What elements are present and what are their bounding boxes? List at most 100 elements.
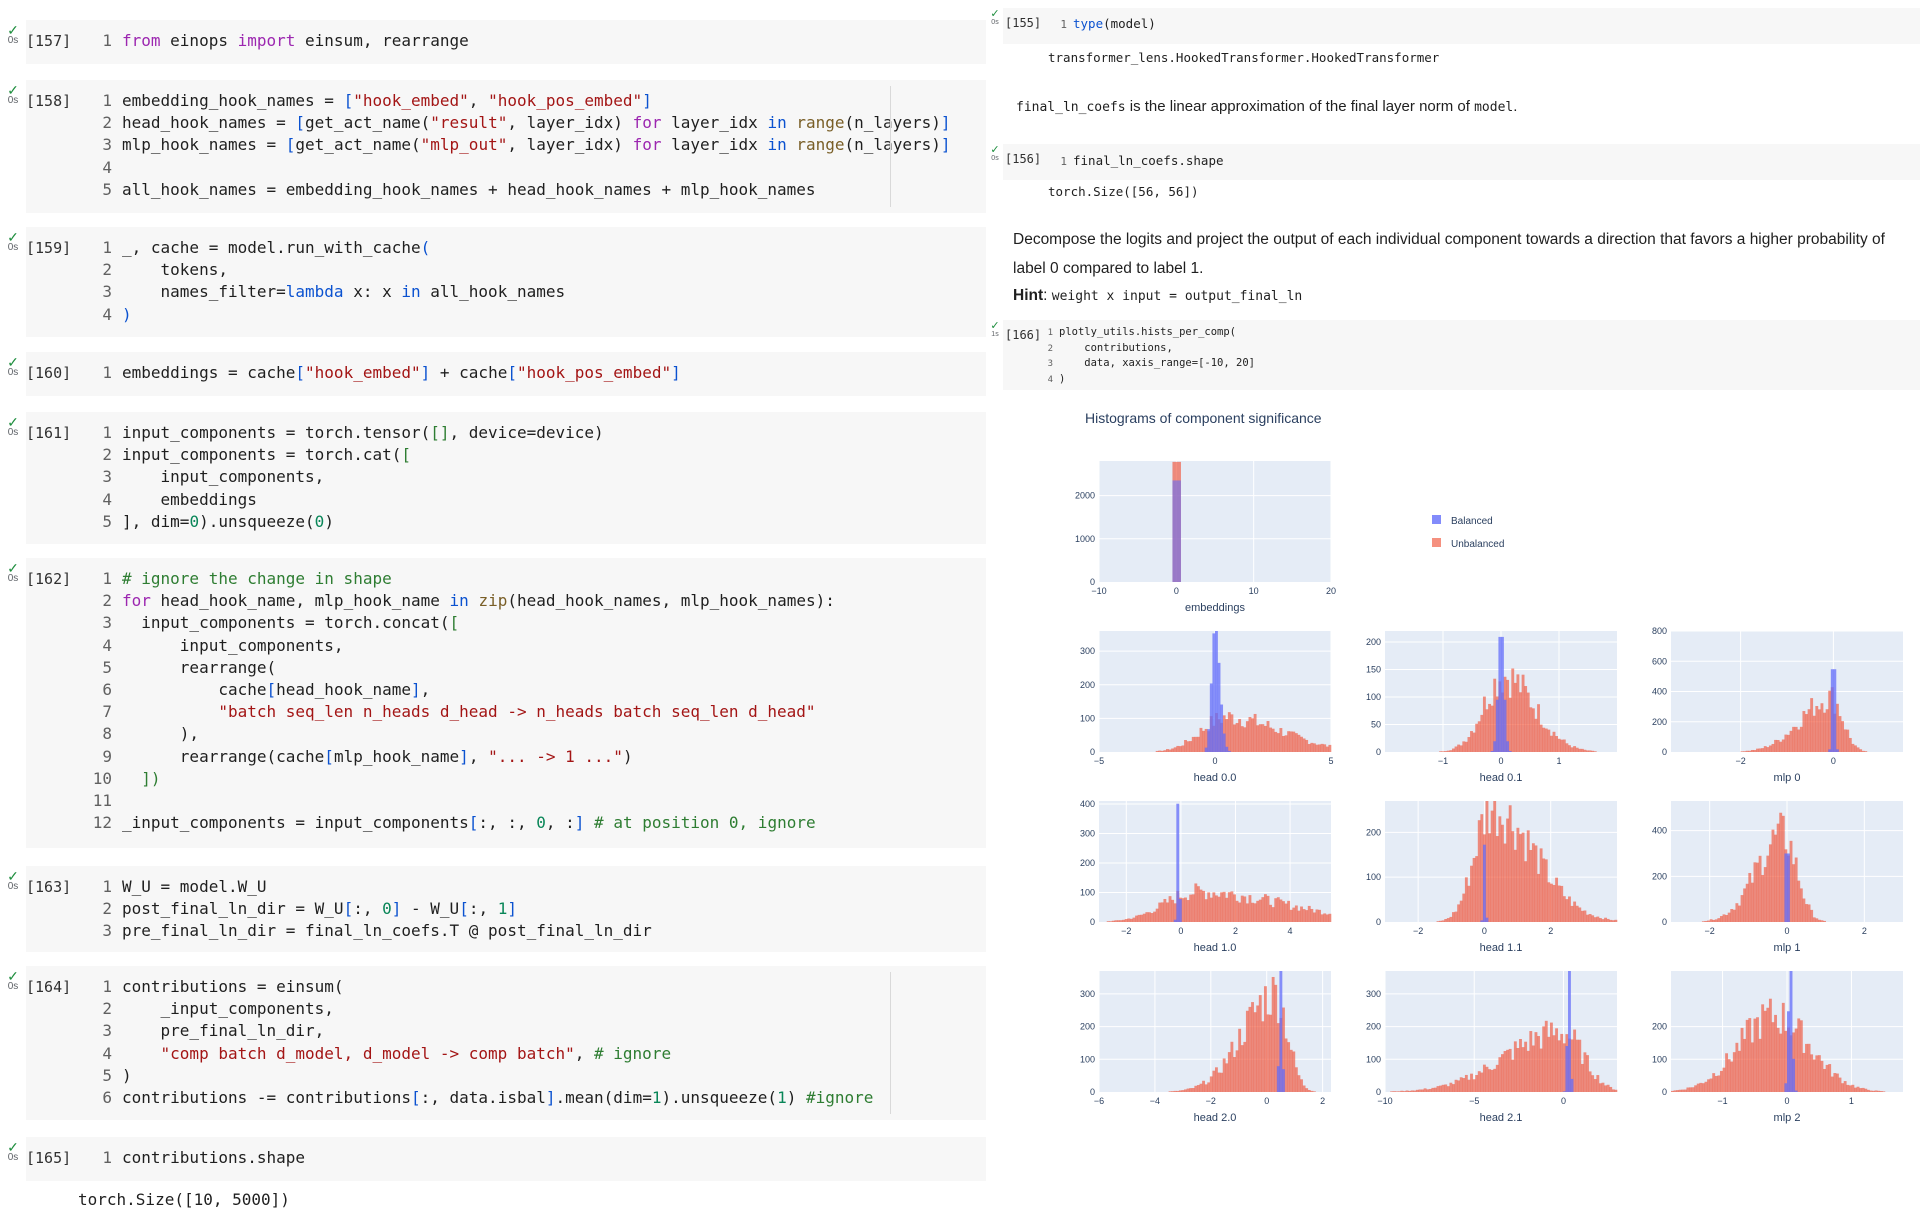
histogram-bar[interactable] [1526,1050,1530,1092]
histogram-bar[interactable] [1838,1077,1842,1092]
cell-run-status[interactable]: ✓ 0s [987,145,1003,163]
histogram-bar[interactable] [1820,703,1824,752]
histogram-bar[interactable] [1459,900,1463,922]
histogram-bar[interactable] [1681,1089,1685,1092]
histogram-bar[interactable] [1565,743,1569,752]
histogram-bar[interactable] [1233,894,1236,922]
histogram-bar[interactable] [1147,912,1151,922]
histogram-bar[interactable] [1395,1091,1399,1092]
histogram-bar[interactable] [1137,914,1141,922]
code-cell[interactable]: ✓ 0s [164] 1 contributions = einsum(2 _input… [7,966,986,1120]
cell-run-status[interactable]: ✓ 0s [0,355,26,378]
histogram-bar[interactable] [1707,920,1710,922]
histogram-bar[interactable] [1196,1085,1200,1092]
histogram-bar[interactable] [1511,668,1515,752]
histogram-bar[interactable] [1529,707,1533,752]
histogram-bar[interactable] [1271,728,1275,752]
histogram-bar[interactable] [1696,1083,1700,1092]
histogram-bar[interactable] [1482,1064,1486,1092]
histogram-bar[interactable] [1181,745,1185,752]
histogram-bar[interactable] [1472,732,1476,752]
histogram-bar[interactable] [1544,728,1548,752]
histogram-bar[interactable] [1263,986,1267,1092]
cell-run-status[interactable]: ✓ 0s [0,969,26,992]
histogram-bar[interactable] [1263,725,1267,752]
histogram-bar[interactable] [1588,914,1592,922]
histogram-bar[interactable] [1390,1091,1394,1092]
histogram-bar[interactable] [1233,1057,1236,1092]
histogram-bar[interactable] [1289,731,1293,752]
histogram-bar[interactable] [1519,692,1522,752]
histogram-bar[interactable] [1508,1048,1512,1092]
histogram-bar[interactable] [1251,902,1254,922]
histogram-bar[interactable] [1866,1089,1870,1092]
histogram-bar[interactable] [1243,1041,1247,1092]
cell-run-status[interactable]: ✓ 0s [0,415,26,438]
histogram-bar[interactable] [1524,1041,1528,1092]
histogram-bar[interactable] [1828,690,1832,752]
histogram-bar[interactable] [1173,919,1177,922]
histogram-bar[interactable] [1787,1011,1790,1092]
histogram-bar[interactable] [1568,745,1571,752]
histogram-bar[interactable] [1199,1083,1203,1092]
histogram-bar[interactable] [1279,899,1283,922]
histogram-bar[interactable] [1166,749,1169,752]
subplot-mlp-2[interactable]: 0 100 200 −1 0 1 mlp 2 [1652,971,1903,1124]
histogram-bar[interactable] [1485,801,1489,922]
histogram-bar[interactable] [1217,662,1221,752]
histogram-bar[interactable] [1266,721,1270,752]
histogram-bar[interactable] [1225,746,1229,752]
histogram-bar[interactable] [1511,1059,1515,1092]
histogram-bar[interactable] [1287,900,1291,922]
histogram-bar[interactable] [1859,1088,1863,1092]
histogram-bar[interactable] [1835,1073,1839,1092]
histogram-bar[interactable] [1212,1070,1216,1092]
histogram-bar[interactable] [1555,877,1559,922]
histogram-bar[interactable] [1485,1066,1489,1092]
histogram-bar[interactable] [1604,1085,1607,1092]
histogram-bar[interactable] [1418,1089,1422,1092]
cell-run-status[interactable]: ✓ 0s [987,9,1003,27]
histogram-bar[interactable] [1699,1082,1703,1092]
histogram-bar[interactable] [1611,1089,1615,1092]
histogram-bar[interactable] [1258,995,1262,1092]
histogram-bar[interactable] [1730,909,1734,922]
histogram-bar[interactable] [1709,1078,1713,1092]
histogram-bar[interactable] [1467,1079,1471,1092]
histogram-bar[interactable] [1294,1067,1298,1092]
histogram-bar[interactable] [1467,737,1471,752]
histogram-bar[interactable] [1591,915,1595,922]
code-editor[interactable]: 1 W_U = model.W_U 2 post_final_ln_dir = W_U… [68,876,651,943]
histogram-bar[interactable] [1446,918,1450,922]
histogram-bar[interactable] [1263,894,1267,922]
histogram-bar[interactable] [1591,750,1595,752]
histogram-bar[interactable] [1441,1084,1445,1092]
histogram-bar[interactable] [1215,631,1218,752]
histogram-bar[interactable] [1490,810,1494,922]
histogram-bar[interactable] [1825,1064,1829,1092]
histogram-bar[interactable] [1701,921,1705,922]
histogram-bar[interactable] [1405,1090,1409,1092]
histogram-bar[interactable] [1828,1064,1832,1092]
histogram-bar[interactable] [1815,1055,1819,1092]
histogram-bar[interactable] [1820,920,1824,922]
histogram-bar[interactable] [1464,741,1468,752]
histogram-bar[interactable] [1516,1047,1520,1092]
histogram-bar[interactable] [1792,726,1796,752]
histogram-bar[interactable] [1529,1031,1533,1092]
histogram-bar[interactable] [1748,750,1752,752]
histogram-bar[interactable] [1562,1043,1566,1092]
histogram-bar[interactable] [1805,1043,1808,1092]
histogram-bar[interactable] [1591,1075,1595,1092]
histogram-bar[interactable] [1588,750,1592,752]
histogram-bar[interactable] [1521,674,1525,752]
histogram-bar[interactable] [1292,1051,1296,1092]
histogram-bar[interactable] [1601,1082,1605,1092]
histogram-bar[interactable] [1609,919,1613,922]
histogram-bar[interactable] [1812,917,1816,922]
histogram-bar[interactable] [1714,1075,1718,1092]
code-editor[interactable]: 1 _, cache = model.run_with_cache(2 token… [68,237,565,326]
histogram-bar[interactable] [1452,748,1455,752]
histogram-bar[interactable] [1503,699,1507,752]
